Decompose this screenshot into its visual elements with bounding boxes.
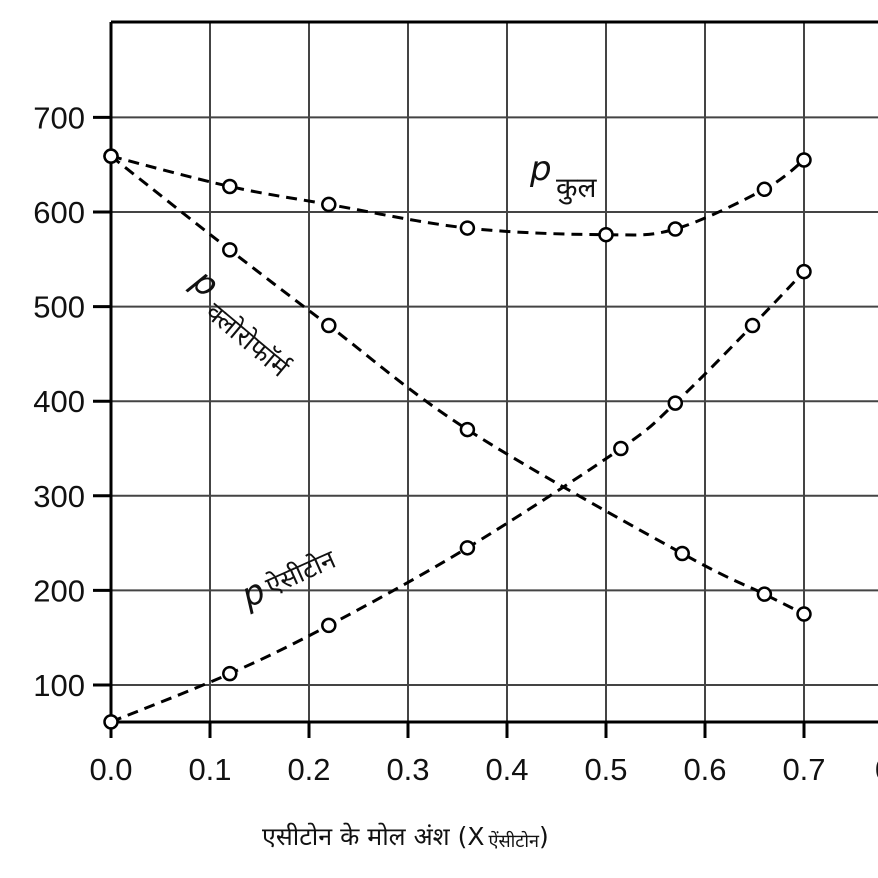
y-tick-label: 400 bbox=[33, 384, 85, 419]
data-point-marker bbox=[459, 421, 476, 438]
x-tick-label: 0.4 bbox=[485, 752, 528, 787]
data-point-marker bbox=[103, 148, 119, 164]
data-point-marker bbox=[756, 181, 773, 198]
x-tick-label: 0.3 bbox=[386, 752, 429, 787]
x-axis-label: एसीटोन के मोल अंश (X ऐंसीटोन) bbox=[262, 822, 549, 852]
series-line bbox=[110, 154, 805, 237]
x-tick-label: 0.6 bbox=[683, 752, 726, 787]
data-point-marker bbox=[321, 617, 337, 634]
data-point-marker bbox=[222, 178, 238, 195]
data-point-marker bbox=[222, 242, 238, 258]
y-tick-label: 500 bbox=[33, 290, 85, 325]
data-point-marker bbox=[796, 152, 812, 168]
data-point-marker bbox=[459, 540, 476, 556]
data-point-marker bbox=[796, 263, 812, 280]
grid-lines bbox=[111, 22, 878, 722]
label-sub-total: कुल bbox=[556, 171, 598, 205]
data-point-marker bbox=[744, 317, 761, 334]
y-tick-label: 100 bbox=[33, 668, 85, 703]
series-chloroform-pressure bbox=[103, 148, 812, 622]
y-tick-label: 300 bbox=[33, 479, 85, 514]
x-tick-label: 0.5 bbox=[584, 752, 627, 787]
label-sub-chloroform: क्लोरोफॉर्म bbox=[199, 297, 295, 385]
y-tick-label: 600 bbox=[33, 195, 85, 230]
axes bbox=[109, 20, 878, 736]
label-sub-acetone: ऐसीटोन bbox=[261, 544, 341, 602]
x-axis-label-main: एसीटोन के मोल अंश (X ऐंसीटोन) bbox=[262, 822, 549, 852]
x-tick-label-clipped: 0 bbox=[875, 752, 878, 787]
label-total-pressure: p कुल bbox=[529, 149, 598, 205]
y-tick-label: 700 bbox=[33, 100, 85, 135]
data-point-marker bbox=[321, 317, 337, 334]
x-tick-label: 0.1 bbox=[188, 752, 231, 787]
data-point-marker bbox=[598, 226, 614, 243]
data-point-marker bbox=[613, 440, 629, 457]
label-chloroform-pressure: p क्लोरोफॉर्म bbox=[183, 261, 295, 385]
data-point-marker bbox=[756, 586, 773, 602]
data-point-marker bbox=[674, 545, 690, 562]
data-point-marker bbox=[796, 606, 812, 622]
data-point-marker bbox=[667, 395, 684, 411]
series-acetone-pressure bbox=[103, 263, 812, 730]
data-point-marker bbox=[321, 196, 337, 213]
data-point-marker bbox=[667, 221, 684, 237]
x-tick-label: 0.2 bbox=[287, 752, 330, 787]
label-acetone-pressure: p ऐसीटोन bbox=[234, 544, 341, 617]
y-tick-label: 200 bbox=[33, 573, 85, 608]
x-tick-label: 0.7 bbox=[782, 752, 825, 787]
label-p: p bbox=[529, 149, 552, 189]
data-point-marker bbox=[459, 220, 476, 236]
x-axis-ticks: 0.0 0.1 0.2 0.3 0.4 0.5 0.6 0.7 0 bbox=[89, 722, 878, 787]
x-tick-label: 0.0 bbox=[89, 752, 132, 787]
y-axis-ticks: 100 200 300 400 500 600 700 bbox=[33, 100, 111, 703]
data-point-marker bbox=[103, 714, 119, 730]
data-series bbox=[103, 148, 812, 730]
series-line bbox=[110, 155, 805, 616]
data-point-marker bbox=[222, 665, 238, 682]
